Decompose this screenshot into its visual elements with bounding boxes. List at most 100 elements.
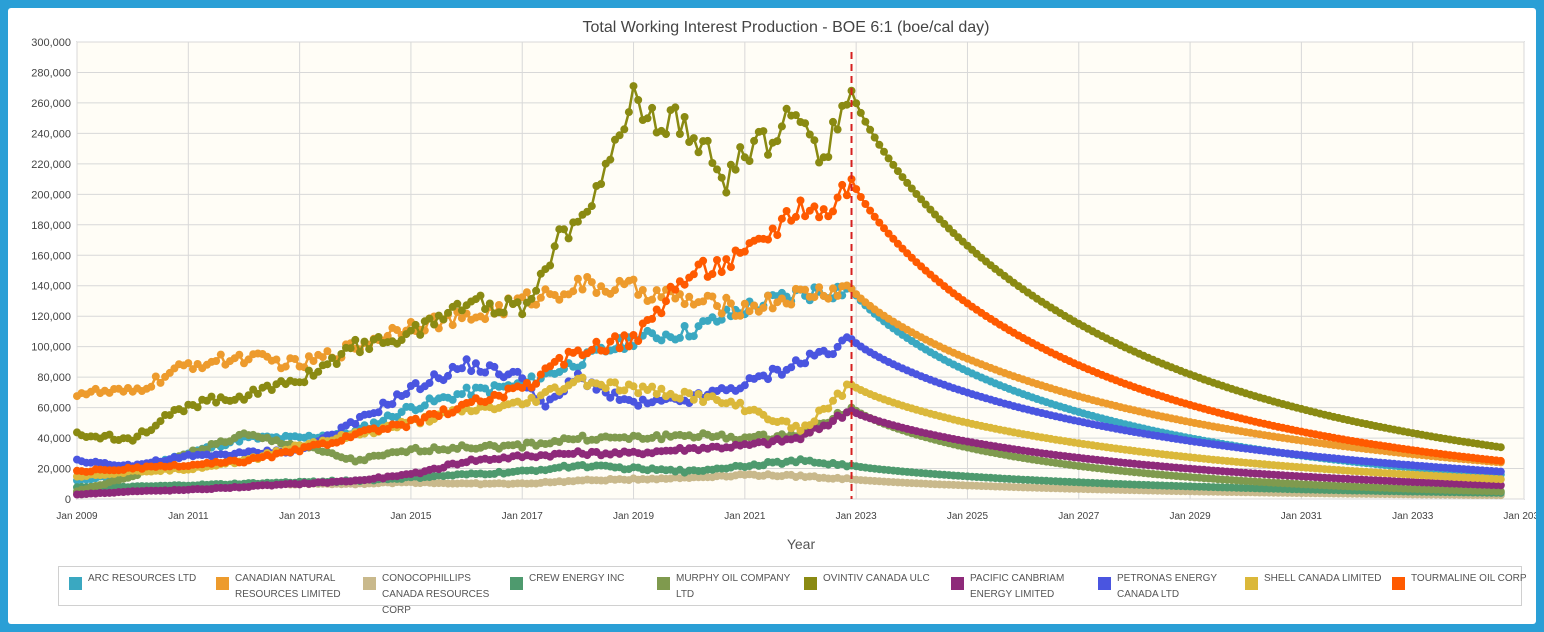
data-point[interactable] xyxy=(235,350,244,359)
data-point[interactable] xyxy=(448,395,457,404)
data-point[interactable] xyxy=(532,300,541,309)
data-point[interactable] xyxy=(657,336,666,345)
data-point[interactable] xyxy=(750,301,759,310)
data-point[interactable] xyxy=(648,329,657,338)
data-point[interactable] xyxy=(810,202,819,211)
data-point[interactable] xyxy=(425,379,434,387)
data-point[interactable] xyxy=(782,104,791,113)
data-point[interactable] xyxy=(555,353,564,362)
data-point[interactable] xyxy=(685,292,694,301)
data-point[interactable] xyxy=(1496,467,1505,476)
data-point[interactable] xyxy=(717,315,726,324)
data-point[interactable] xyxy=(801,359,810,368)
legend-item[interactable]: TOURMALINE OIL CORP xyxy=(1392,571,1542,590)
data-point[interactable] xyxy=(875,218,884,227)
data-point[interactable] xyxy=(448,321,457,330)
data-point[interactable] xyxy=(815,158,824,167)
data-point[interactable] xyxy=(787,363,796,372)
data-point[interactable] xyxy=(355,348,364,357)
data-point[interactable] xyxy=(360,337,369,346)
data-point[interactable] xyxy=(1496,475,1505,484)
data-point[interactable] xyxy=(304,366,313,375)
data-point[interactable] xyxy=(560,360,568,369)
data-point[interactable] xyxy=(597,282,606,291)
data-point[interactable] xyxy=(291,355,299,363)
data-point[interactable] xyxy=(597,180,606,188)
data-point[interactable] xyxy=(184,359,193,368)
data-point[interactable] xyxy=(870,133,879,142)
data-point[interactable] xyxy=(777,122,786,131)
data-point[interactable] xyxy=(791,212,800,221)
data-point[interactable] xyxy=(388,400,397,409)
data-point[interactable] xyxy=(624,342,633,351)
data-point[interactable] xyxy=(829,396,837,405)
data-point[interactable] xyxy=(829,207,837,216)
data-point[interactable] xyxy=(648,295,657,304)
data-point[interactable] xyxy=(773,365,782,374)
data-point[interactable] xyxy=(165,411,174,420)
data-point[interactable] xyxy=(861,200,870,208)
data-point[interactable] xyxy=(634,401,643,410)
data-point[interactable] xyxy=(587,345,596,354)
data-point[interactable] xyxy=(893,167,902,176)
data-point[interactable] xyxy=(662,297,670,306)
data-point[interactable] xyxy=(861,117,870,126)
data-point[interactable] xyxy=(532,398,541,407)
data-point[interactable] xyxy=(671,285,680,294)
data-point[interactable] xyxy=(689,270,698,279)
data-point[interactable] xyxy=(332,360,341,368)
data-point[interactable] xyxy=(620,386,629,395)
data-point[interactable] xyxy=(578,373,587,382)
data-point[interactable] xyxy=(314,367,323,376)
legend-item[interactable]: ARC RESOURCES LTD xyxy=(69,571,219,590)
data-point[interactable] xyxy=(351,420,360,428)
data-point[interactable] xyxy=(457,306,466,315)
data-point[interactable] xyxy=(634,389,643,398)
data-point[interactable] xyxy=(782,207,791,215)
data-point[interactable] xyxy=(611,378,619,387)
legend-item[interactable]: OVINTIV CANADA ULC xyxy=(804,571,954,590)
data-point[interactable] xyxy=(699,256,708,265)
data-point[interactable] xyxy=(764,375,772,384)
data-point[interactable] xyxy=(147,382,156,391)
data-point[interactable] xyxy=(699,297,708,306)
data-point[interactable] xyxy=(485,396,494,404)
data-point[interactable] xyxy=(481,305,490,314)
data-point[interactable] xyxy=(513,367,522,376)
data-point[interactable] xyxy=(629,275,638,284)
data-point[interactable] xyxy=(680,280,689,289)
data-point[interactable] xyxy=(657,309,666,318)
data-point[interactable] xyxy=(546,261,555,270)
data-point[interactable] xyxy=(713,256,721,264)
data-point[interactable] xyxy=(462,383,471,392)
data-point[interactable] xyxy=(1496,456,1505,465)
data-point[interactable] xyxy=(328,354,337,362)
legend-item[interactable]: CONOCOPHILLIPS CANADA RESOURCES CORP xyxy=(363,571,513,619)
data-point[interactable] xyxy=(917,195,926,204)
data-point[interactable] xyxy=(365,345,374,354)
data-point[interactable] xyxy=(694,148,703,157)
data-point[interactable] xyxy=(615,344,624,353)
data-point[interactable] xyxy=(555,295,564,304)
data-point[interactable] xyxy=(527,372,536,381)
data-point[interactable] xyxy=(620,331,629,340)
data-point[interactable] xyxy=(179,407,188,416)
legend-item[interactable]: CANADIAN NATURAL RESOURCES LIMITED xyxy=(216,571,366,603)
data-point[interactable] xyxy=(522,288,531,297)
data-point[interactable] xyxy=(764,150,772,159)
data-point[interactable] xyxy=(569,287,578,296)
data-point[interactable] xyxy=(842,100,851,109)
data-point[interactable] xyxy=(578,361,587,369)
data-point[interactable] xyxy=(606,155,615,164)
data-point[interactable] xyxy=(430,320,439,329)
data-point[interactable] xyxy=(852,99,861,108)
data-point[interactable] xyxy=(768,304,777,313)
data-point[interactable] xyxy=(796,196,805,205)
data-point[interactable] xyxy=(898,173,907,182)
data-point[interactable] xyxy=(611,332,619,341)
data-point[interactable] xyxy=(601,347,610,356)
data-point[interactable] xyxy=(374,333,383,341)
data-point[interactable] xyxy=(722,255,731,264)
data-point[interactable] xyxy=(351,335,360,344)
data-point[interactable] xyxy=(764,235,772,244)
